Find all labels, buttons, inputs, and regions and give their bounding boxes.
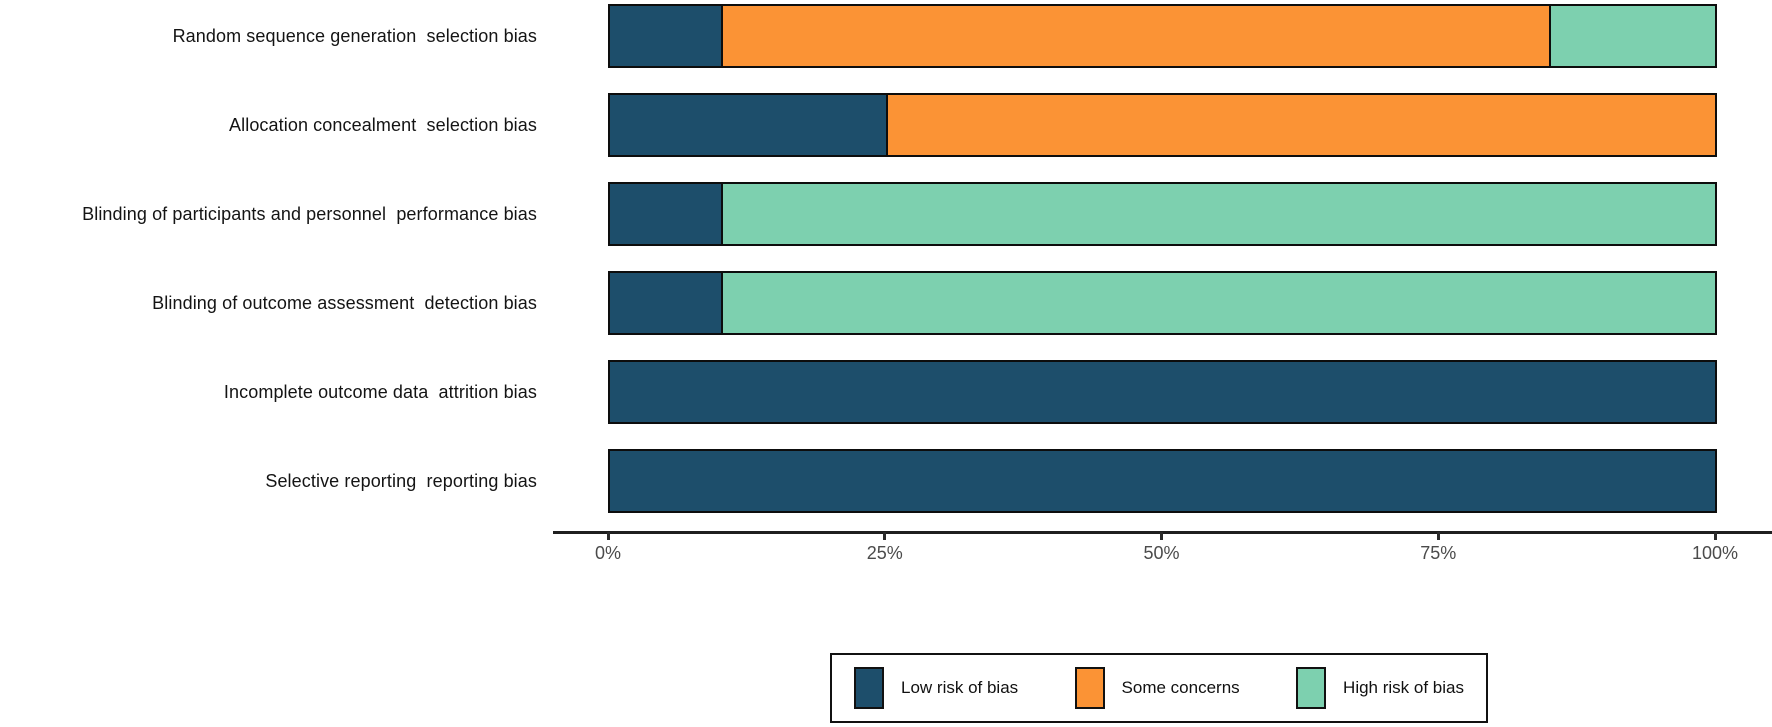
- legend-label: High risk of bias: [1343, 678, 1464, 697]
- bar-segment-some-concerns: [720, 6, 1550, 66]
- x-tick-mark: [1436, 532, 1440, 540]
- legend-label: Low risk of bias: [901, 678, 1019, 697]
- bar-segment-low-risk-of-bias: [610, 95, 887, 155]
- category-label: Random sequence generation selection bia…: [172, 25, 537, 46]
- x-tick-mark: [1160, 532, 1163, 540]
- x-tick-label: 25%: [866, 543, 903, 563]
- bar-row: [608, 93, 1717, 157]
- x-tick-label: 75%: [1420, 543, 1457, 563]
- x-tick-label: 50%: [1143, 543, 1180, 563]
- bar-segment-low-risk-of-bias: [610, 6, 721, 66]
- legend-entry-some-concerns: Some concerns: [1074, 667, 1240, 709]
- category-label: Blinding of outcome assessment detection…: [152, 292, 537, 313]
- legend-swatch-low-risk-of-bias: [854, 667, 884, 709]
- x-tick-label: 100%: [1691, 543, 1739, 563]
- bar-segment-high-risk-of-bias: [720, 184, 1715, 244]
- bar-segment-low-risk-of-bias: [610, 362, 1715, 422]
- legend-box: Low risk of bias Some concerns High risk o…: [830, 653, 1488, 723]
- bar-segment-some-concerns: [886, 95, 1715, 155]
- bar-segment-low-risk-of-bias: [610, 184, 721, 244]
- legend-swatch-some-concerns: [1074, 667, 1105, 709]
- category-label: Selective reporting reporting bias: [265, 470, 537, 491]
- category-label: Incomplete outcome data attrition bias: [223, 381, 537, 402]
- legend-entry-high-risk-of-bias: High risk of bias: [1296, 667, 1464, 709]
- legend-swatch-high-risk-of-bias: [1296, 667, 1327, 709]
- bar-row: [608, 271, 1717, 335]
- x-tick-mark: [1713, 532, 1717, 540]
- bar-row: [608, 449, 1717, 513]
- legend-entry-low-risk-of-bias: Low risk of bias: [854, 667, 1018, 709]
- bar-segment-high-risk-of-bias: [720, 273, 1715, 333]
- bar-row: [608, 4, 1717, 68]
- legend-label: Some concerns: [1121, 678, 1240, 697]
- bar-segment-low-risk-of-bias: [610, 451, 1715, 511]
- x-tick-label: 0%: [594, 543, 621, 563]
- x-tick-mark: [606, 532, 610, 540]
- bar-row: [608, 182, 1717, 246]
- x-tick-mark: [883, 532, 887, 540]
- bar-row: [608, 360, 1717, 424]
- category-label: Allocation concealment selection bias: [229, 114, 537, 135]
- bar-segment-low-risk-of-bias: [610, 273, 721, 333]
- bar-segment-high-risk-of-bias: [1549, 6, 1715, 66]
- category-label: Blinding of participants and personnel p…: [82, 203, 537, 224]
